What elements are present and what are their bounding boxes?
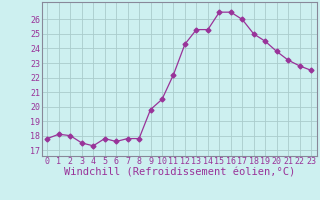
X-axis label: Windchill (Refroidissement éolien,°C): Windchill (Refroidissement éolien,°C) bbox=[64, 168, 295, 178]
